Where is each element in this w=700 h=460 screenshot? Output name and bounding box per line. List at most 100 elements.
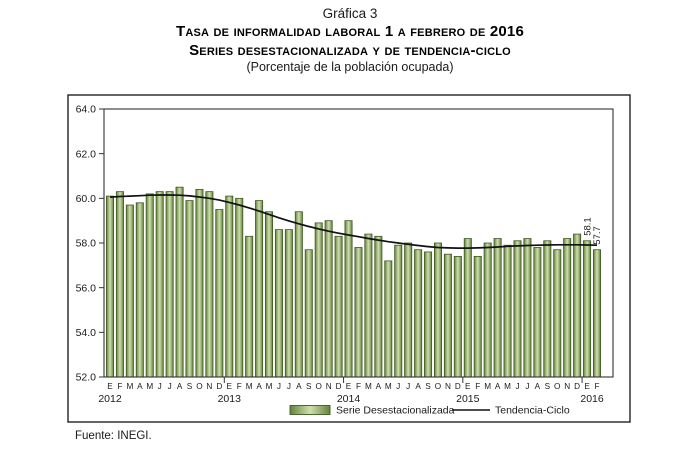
- bar: [225, 195, 234, 378]
- bar: [443, 253, 452, 378]
- x-tick-label: J: [287, 382, 291, 391]
- legend-label-serie: Serie Desestacionalizada: [336, 405, 455, 417]
- bar: [503, 244, 512, 378]
- x-tick-label: O: [554, 382, 560, 391]
- bar: [215, 209, 224, 378]
- x-tick-label: A: [376, 382, 382, 391]
- bar: [493, 238, 502, 378]
- x-tick-label: M: [246, 382, 253, 391]
- y-tick-label: 58.0: [76, 238, 97, 250]
- bar: [533, 247, 542, 378]
- x-tick-label: D: [574, 382, 580, 391]
- tendencia-ciclo-line: [109, 194, 598, 249]
- bar: [433, 242, 442, 378]
- bar: [483, 242, 492, 378]
- bar: [364, 233, 373, 378]
- x-tick-label: N: [326, 382, 332, 391]
- x-tick-label: S: [425, 382, 431, 391]
- x-tick-label: A: [415, 382, 421, 391]
- bar: [235, 197, 244, 378]
- bar: [334, 235, 343, 378]
- bar: [245, 235, 254, 378]
- x-tick-label: D: [216, 382, 222, 391]
- y-tick-label: 62.0: [76, 148, 97, 160]
- x-tick-label: O: [316, 382, 322, 391]
- bar: [145, 193, 154, 378]
- y-tick-label: 56.0: [76, 282, 97, 294]
- bar: [284, 229, 293, 378]
- x-tick-label: D: [455, 382, 461, 391]
- bar: [344, 220, 353, 378]
- y-tick-label: 60.0: [76, 193, 97, 205]
- last-value-annotation: 57.7: [592, 226, 603, 245]
- bar: [563, 238, 572, 378]
- bar: [115, 191, 124, 378]
- x-tick-label: F: [594, 382, 599, 391]
- x-tick-label: O: [435, 382, 441, 391]
- x-tick-label: M: [385, 382, 392, 391]
- bar-series-serie-desestacionalizada: [106, 186, 602, 378]
- bar: [265, 211, 274, 378]
- x-tick-label: J: [158, 382, 162, 391]
- x-tick-label: A: [137, 382, 143, 391]
- x-tick-label: F: [356, 382, 361, 391]
- x-tick-label: F: [475, 382, 480, 391]
- x-tick-label: M: [504, 382, 511, 391]
- x-tick-label: M: [126, 382, 133, 391]
- legend: Serie Desestacionalizada Tendencia-Ciclo: [289, 405, 570, 417]
- x-tick-label: J: [168, 382, 172, 391]
- bar: [384, 260, 393, 378]
- bar: [354, 247, 363, 378]
- x-tick-label: A: [495, 382, 501, 391]
- y-tick-label: 52.0: [76, 372, 97, 384]
- last-value-annotation: 58.1: [582, 217, 593, 236]
- x-tick-label: E: [465, 382, 471, 391]
- legend-label-tendencia: Tendencia-Ciclo: [495, 405, 570, 417]
- bar: [125, 204, 134, 378]
- bar: [404, 242, 413, 378]
- legend-bar-swatch: [289, 405, 331, 415]
- bar: [185, 200, 194, 378]
- bar: [274, 229, 283, 378]
- x-tick-label: M: [266, 382, 273, 391]
- x-tick-label: E: [227, 382, 233, 391]
- x-tick-label: F: [237, 382, 242, 391]
- bar: [135, 202, 144, 378]
- source-note: Fuente: INEGI.: [75, 430, 152, 442]
- bar: [155, 191, 164, 378]
- x-tick-label: N: [206, 382, 212, 391]
- bar: [106, 195, 115, 378]
- bar: [473, 255, 482, 378]
- year-label: 2014: [337, 393, 361, 405]
- bar: [583, 240, 592, 378]
- bar: [573, 233, 582, 378]
- x-tick-label: J: [277, 382, 281, 391]
- x-tick-label: S: [545, 382, 551, 391]
- bar: [255, 200, 264, 378]
- x-tick-label: M: [484, 382, 491, 391]
- year-label: 2015: [456, 393, 480, 405]
- y-axis: 64.0 62.0 60.0 58.0 56.0 54.0 52.0: [76, 104, 104, 384]
- bar: [195, 188, 204, 378]
- x-tick-label: S: [306, 382, 312, 391]
- bar: [324, 220, 333, 378]
- bar: [294, 211, 303, 378]
- x-tick-label: J: [406, 382, 410, 391]
- year-label: 2013: [218, 393, 242, 405]
- y-tick-label: 64.0: [76, 104, 97, 116]
- bar: [205, 191, 214, 378]
- year-label: 2012: [98, 393, 122, 405]
- x-tick-label: N: [445, 382, 451, 391]
- bar: [513, 240, 522, 378]
- figure-subtitle: Series desestacionalizada y de tendencia…: [189, 41, 511, 59]
- bar: [304, 249, 313, 378]
- x-tick-label: A: [535, 382, 541, 391]
- x-tick-label: E: [346, 382, 352, 391]
- figure-units-note: (Porcentaje de la población ocupada): [246, 60, 454, 75]
- bar: [175, 186, 184, 378]
- x-tick-label: F: [117, 382, 122, 391]
- bar: [314, 222, 323, 378]
